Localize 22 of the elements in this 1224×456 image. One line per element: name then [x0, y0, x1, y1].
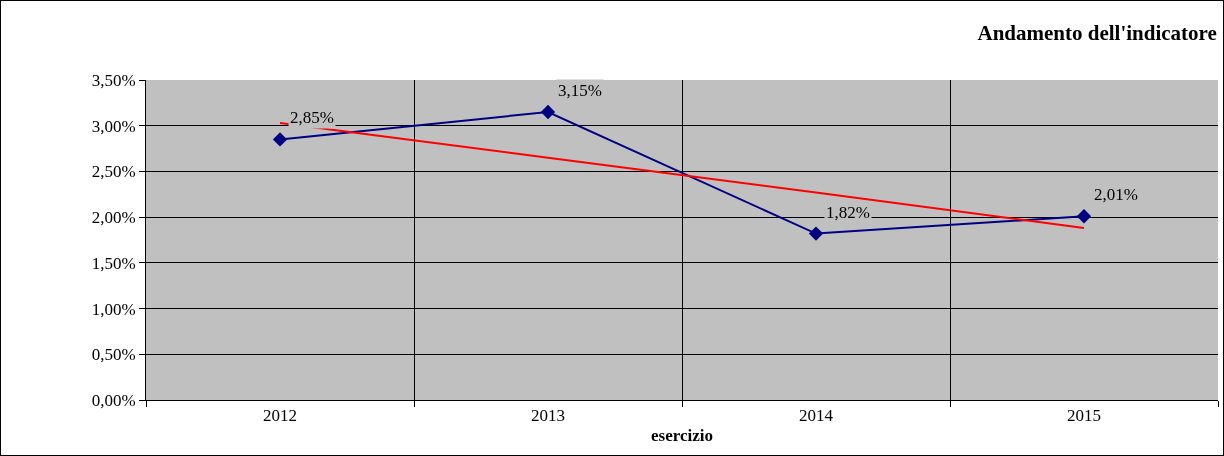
y-tick-label: 1,50%	[91, 253, 136, 273]
x-tick-label: 2014	[799, 406, 834, 426]
y-tick-label: 0,50%	[91, 345, 136, 365]
point	[808, 226, 824, 241]
x-tick-label: 2015	[1067, 406, 1101, 426]
data-label: 2,01%	[1094, 185, 1138, 204]
data-label: 3,15%	[558, 81, 602, 100]
point	[1076, 209, 1092, 224]
y-tick-label: 3,00%	[91, 116, 136, 136]
x-axis-title: esercizio	[651, 425, 713, 445]
y-tick-label: 1,00%	[91, 299, 136, 319]
data-label: 1,82%	[826, 203, 870, 222]
x-tick-label: 2012	[263, 406, 297, 426]
point	[540, 104, 556, 120]
data-label: 2,85%	[290, 108, 334, 127]
y-tick-label: 2,50%	[91, 162, 136, 182]
x-tick-label: 2013	[531, 406, 565, 426]
y-tick-label: 0,00%	[91, 390, 136, 410]
y-tick-label: 3,50%	[91, 70, 136, 90]
y-tick-label: 2,00%	[91, 208, 136, 228]
chart-title: Andamento dell'indicatore	[977, 21, 1217, 46]
point	[272, 132, 288, 147]
